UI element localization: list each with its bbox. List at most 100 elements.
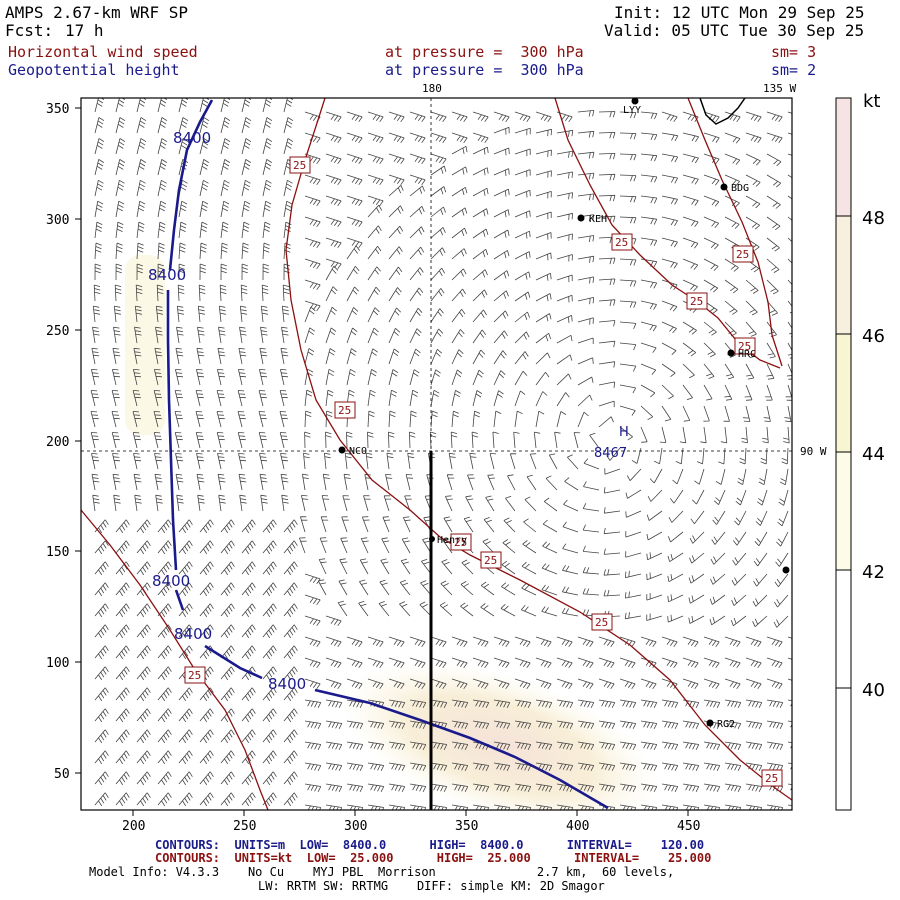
wind-barb [520,605,537,617]
wind-barb [472,269,488,281]
wind-barb [196,473,205,491]
speed-contour-labels: 25 25 25 25 25 25 25 25 25 25 25 [184,156,783,787]
wind-barb [766,195,781,209]
wind-barb [325,615,342,627]
wind-barb [669,489,684,504]
wind-barb [346,327,358,344]
wind-barb [703,657,720,669]
wind-barb [548,453,558,470]
wind-barb [493,209,510,218]
wind-barb [94,624,109,639]
wind-barb [472,146,489,155]
wind-barb [598,400,615,408]
wind-barb [304,306,316,323]
wind-barb [577,657,594,669]
wind-barb [745,636,762,648]
wind-barb [341,516,349,533]
wind-barb [325,111,342,123]
wind-barb [451,268,467,281]
wind-barb [667,573,684,583]
speed-label-box [334,401,356,419]
wind-barb [682,258,699,270]
wind-barb [178,200,188,218]
wind-barb [199,582,214,597]
wind-barb [94,750,109,765]
wind-barb [241,561,256,576]
wind-barb [730,615,747,627]
wind-barb [626,468,642,481]
wind-barb [388,153,405,165]
wind-barb [472,208,489,218]
wind-barb [472,309,487,323]
wind-barb [136,221,145,239]
wind-barb [451,308,466,323]
wind-barb [619,300,637,308]
wind-barb [399,601,411,617]
wind-barb [535,252,552,261]
wind-barb [154,473,163,491]
wind-barb [260,305,268,323]
colorbar-band [836,570,851,810]
wind-barb [241,117,252,134]
wind-barb [682,741,700,750]
wind-barb [94,263,101,281]
wind-barb [430,741,448,750]
wind-barb [556,354,573,365]
wind-barb [153,390,162,407]
wind-barb [535,371,550,386]
wind-barb [688,615,705,624]
wind-barb [451,369,463,386]
wind-barb [367,225,382,239]
wind-barb [703,636,720,648]
wind-barb [279,411,288,428]
wind-barb [514,678,531,690]
model-title: AMPS 2.67-km WRF SP [5,3,189,22]
wind-barb [136,263,143,281]
wind-barb [388,174,405,186]
wind-barb [178,603,193,618]
wind-barb [157,242,165,260]
wind-barb [283,792,298,807]
wind-barb [367,348,378,365]
wind-barb [775,552,789,567]
speed-label-box [611,233,633,251]
wind-barb [619,321,637,330]
wind-barb [136,729,151,744]
wind-barb [451,227,468,239]
wind-barb [661,783,679,792]
wind-barb [541,584,558,596]
wind-barb [430,348,443,365]
wind-barb [502,539,516,554]
wind-barb [156,284,164,302]
wind-barb [241,540,256,555]
wind-barb [367,410,375,428]
wind-barb [745,762,763,771]
wind-barb [640,321,657,332]
wind-barb [383,495,392,512]
wind-barb [577,130,595,138]
wind-barb [688,573,705,584]
wind-barb [325,265,339,281]
wind-barb [535,741,553,750]
wind-barb [526,474,537,491]
wind-barb [241,645,256,660]
wind-barb [409,657,426,669]
wind-barb [178,242,186,260]
wind-barb [763,405,771,422]
wind-barb [220,263,227,281]
wind-barb [598,678,615,690]
wind-barb [582,588,600,596]
wind-barb [219,284,227,302]
wind-barb [199,687,214,702]
wind-barb [360,537,369,554]
wind-barb [493,657,510,669]
wind-barb [157,117,168,134]
wind-barb [619,279,637,287]
wind-barb [283,179,293,197]
wind-barb [542,541,558,554]
wind-barb [737,468,747,485]
wind-barb [346,111,363,123]
wind-barb [430,186,447,197]
wind-barb [115,792,130,807]
station-dot [727,349,735,357]
